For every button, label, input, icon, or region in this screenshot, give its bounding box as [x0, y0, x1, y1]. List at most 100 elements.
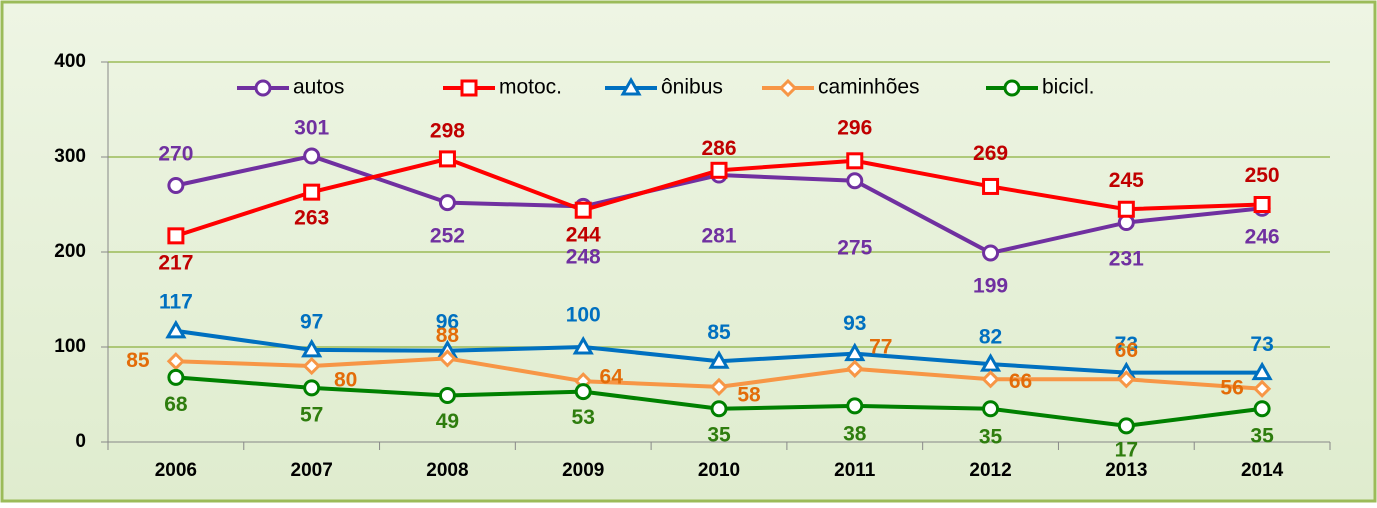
data-label: 49	[436, 410, 459, 433]
x-tick-label: 2008	[426, 460, 468, 481]
marker	[778, 78, 798, 98]
data-label: 85	[707, 321, 731, 344]
data-label: 246	[1245, 226, 1280, 249]
x-tick-label: 2009	[562, 460, 604, 481]
marker	[438, 386, 456, 404]
marker	[982, 400, 1000, 418]
marker	[710, 161, 728, 179]
y-tick-label: 400	[54, 51, 86, 72]
data-label: 296	[837, 116, 872, 139]
legend-label: ônibus	[661, 76, 723, 99]
marker	[982, 177, 1000, 195]
marker	[846, 172, 864, 190]
data-label: 250	[1245, 164, 1280, 187]
data-label: 281	[701, 225, 736, 248]
data-label: 252	[430, 225, 465, 248]
data-label: 64	[600, 366, 624, 389]
data-label: 88	[436, 324, 460, 347]
x-tick-label: 2014	[1241, 460, 1284, 481]
data-label: 248	[566, 246, 601, 269]
marker	[620, 76, 642, 96]
marker	[1003, 79, 1021, 97]
data-label: 35	[979, 425, 1003, 448]
data-label: 269	[973, 142, 1008, 165]
marker	[981, 370, 1000, 389]
marker	[303, 183, 321, 201]
x-tick-label: 2012	[969, 460, 1011, 481]
data-label: 275	[837, 237, 872, 260]
data-label: 286	[701, 137, 736, 160]
data-label: 270	[158, 143, 193, 166]
data-label: 38	[843, 422, 867, 445]
data-label: 97	[300, 310, 323, 333]
data-label: 35	[707, 423, 731, 446]
data-label: 96	[436, 310, 459, 333]
data-label: 56	[1220, 376, 1243, 399]
marker	[460, 79, 478, 97]
marker	[438, 349, 457, 368]
marker	[1252, 379, 1272, 398]
y-tick-label: 200	[54, 241, 86, 262]
marker	[708, 350, 730, 369]
data-label: 85	[126, 349, 150, 372]
data-label: 82	[979, 326, 1002, 349]
marker	[846, 152, 864, 170]
data-label: 100	[566, 304, 601, 327]
data-label: 263	[294, 207, 329, 230]
data-label: 77	[869, 335, 892, 358]
marker	[1253, 196, 1271, 213]
data-label: 80	[334, 369, 357, 392]
marker	[574, 201, 592, 219]
marker	[1117, 417, 1135, 435]
data-label: 245	[1109, 169, 1144, 192]
marker	[574, 383, 592, 401]
legend-label: autos	[293, 76, 344, 99]
data-label: 53	[572, 406, 595, 429]
data-label: 301	[294, 117, 329, 140]
marker	[303, 147, 321, 165]
data-label: 244	[566, 224, 601, 247]
marker	[1251, 361, 1273, 381]
marker	[846, 397, 864, 415]
marker	[438, 150, 456, 168]
data-label: 66	[1009, 370, 1032, 393]
legend-label: bicicl.	[1042, 76, 1095, 99]
data-label: 68	[164, 393, 188, 416]
y-tick-label: 300	[54, 146, 86, 167]
marker	[165, 319, 187, 339]
data-label: 73	[1115, 333, 1138, 356]
marker	[709, 377, 729, 397]
x-tick-label: 2010	[698, 460, 740, 481]
marker	[301, 338, 323, 358]
marker	[1117, 370, 1136, 389]
x-tick-label: 2013	[1105, 460, 1147, 481]
marker	[982, 244, 1000, 262]
y-tick-label: 0	[75, 431, 86, 452]
marker	[1253, 400, 1271, 418]
marker	[167, 368, 185, 386]
data-label: 93	[843, 312, 866, 335]
marker	[302, 356, 321, 376]
data-label: 298	[430, 119, 465, 142]
marker	[167, 227, 185, 245]
y-tick-label: 100	[54, 336, 86, 357]
legend-label: motoc.	[499, 76, 562, 99]
marker	[845, 359, 864, 378]
marker	[167, 177, 185, 194]
marker	[844, 342, 866, 362]
marker	[710, 400, 728, 418]
data-label: 35	[1250, 424, 1274, 447]
x-tick-label: 2006	[155, 460, 197, 481]
data-label: 117	[159, 290, 193, 313]
x-tick-label: 2007	[291, 460, 333, 481]
data-label: 66	[1115, 339, 1138, 362]
data-label: 217	[158, 251, 193, 274]
data-label: 199	[973, 275, 1008, 298]
data-label: 58	[737, 383, 761, 406]
marker	[572, 335, 594, 355]
marker	[438, 194, 456, 212]
data-label: 57	[300, 403, 323, 426]
marker	[254, 79, 272, 97]
marker	[1117, 200, 1135, 218]
